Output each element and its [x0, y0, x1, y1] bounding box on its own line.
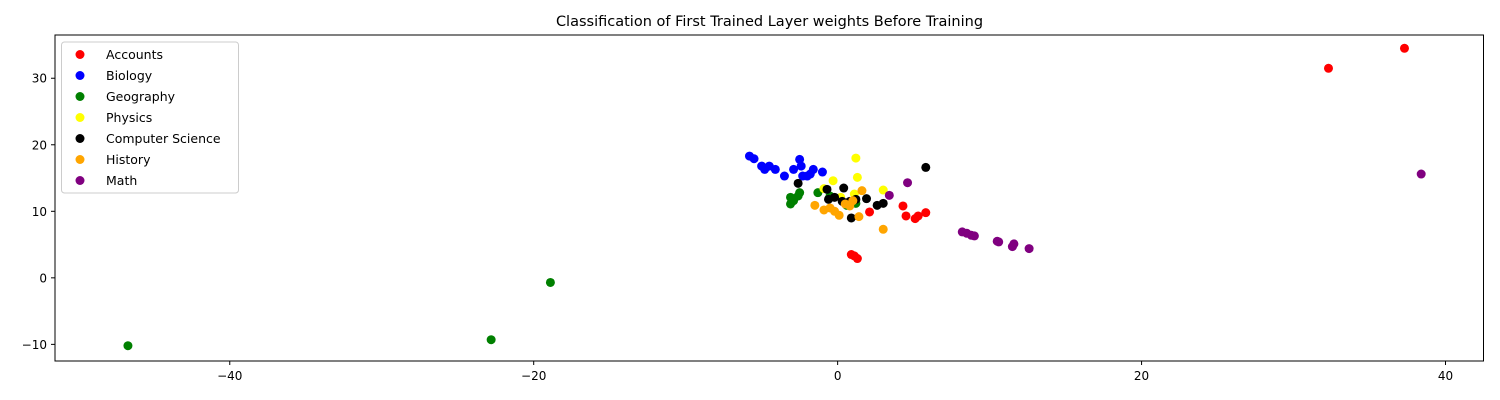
point-history [845, 201, 855, 211]
plot-frame [54, 34, 1484, 362]
chart-title: Classification of First Trained Layer we… [556, 14, 983, 30]
point-accounts [1399, 43, 1409, 53]
legend: Accounts Biology Geography Physics Computer … [61, 41, 239, 194]
point-biology [789, 164, 799, 174]
point-physics [851, 153, 861, 163]
point-history [857, 186, 867, 196]
y-tick-label: −10 [22, 338, 47, 352]
point-physics [852, 172, 862, 182]
point-computer-science [846, 213, 856, 223]
point-accounts [852, 254, 862, 264]
point-history [810, 200, 820, 210]
x-tick-label: 0 [834, 369, 842, 383]
legend-marker-history [75, 155, 85, 164]
point-history [854, 212, 864, 222]
point-computer-science [822, 184, 832, 194]
point-math [1416, 169, 1426, 179]
legend-marker-accounts [75, 50, 85, 59]
x-tick-label: −20 [521, 369, 546, 383]
point-computer-science [793, 178, 803, 188]
x-tick-label: 40 [1438, 369, 1453, 383]
legend-label-history: History [106, 152, 151, 167]
legend-label-computer-science: Computer Science [106, 131, 221, 146]
point-math [1009, 239, 1019, 249]
legend-marker-computer-science [75, 134, 85, 143]
point-accounts [913, 211, 923, 221]
legend-label-biology: Biology [106, 68, 153, 83]
point-geography [123, 341, 133, 351]
legend-marker-biology [75, 71, 85, 80]
point-biology [770, 164, 780, 174]
point-biology [779, 171, 789, 181]
point-accounts [921, 208, 931, 218]
point-accounts [1323, 63, 1333, 73]
point-computer-science [921, 162, 931, 172]
legend-label-accounts: Accounts [106, 47, 163, 62]
point-accounts [865, 207, 875, 217]
y-tick-label: 10 [32, 205, 47, 219]
point-math [884, 190, 894, 200]
point-math [903, 178, 913, 188]
legend-marker-math [75, 176, 85, 185]
point-biology [817, 167, 827, 177]
legend-label-geography: Geography [106, 89, 176, 104]
point-math [969, 231, 979, 241]
x-axis: −40 −20 0 20 40 [217, 361, 1453, 383]
point-geography [786, 192, 796, 202]
point-accounts [898, 201, 908, 211]
legend-label-math: Math [106, 173, 137, 188]
y-tick-label: 20 [32, 138, 47, 152]
point-biology [749, 154, 759, 164]
point-biology [808, 164, 818, 174]
point-geography [545, 277, 555, 287]
point-biology [802, 171, 812, 181]
point-physics [878, 185, 888, 195]
y-tick-label: 30 [32, 72, 47, 86]
point-history [834, 210, 844, 220]
point-biology [796, 161, 806, 171]
point-computer-science [839, 183, 849, 193]
point-math [1024, 244, 1034, 254]
point-computer-science [824, 194, 834, 204]
point-computer-science [862, 194, 872, 204]
point-math [994, 237, 1004, 247]
point-computer-science [878, 198, 888, 208]
point-history [878, 224, 888, 234]
point-geography [795, 188, 805, 198]
point-accounts [901, 211, 911, 221]
x-tick-label: 20 [1134, 369, 1149, 383]
legend-marker-geography [75, 92, 85, 101]
legend-marker-physics [75, 113, 85, 122]
point-physics [828, 176, 838, 186]
y-tick-label: 0 [39, 271, 47, 285]
x-tick-label: −40 [217, 369, 242, 383]
plot-points [123, 43, 1426, 351]
legend-box [61, 41, 239, 194]
point-geography [486, 335, 496, 345]
y-axis: −10 0 10 20 30 [22, 72, 55, 352]
legend-label-physics: Physics [106, 110, 152, 125]
